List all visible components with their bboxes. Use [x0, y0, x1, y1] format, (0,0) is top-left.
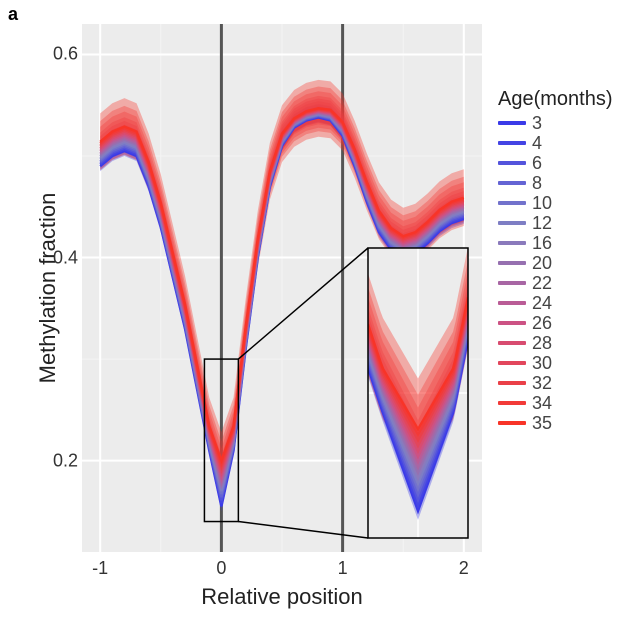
legend-label: 8	[532, 173, 542, 194]
legend-label: 35	[532, 413, 552, 434]
legend-swatch	[498, 181, 526, 185]
legend-title: Age(months)	[498, 88, 623, 111]
legend-label: 32	[532, 373, 552, 394]
x-tick: 2	[459, 558, 469, 579]
legend-label: 22	[532, 273, 552, 294]
legend-item: 8	[498, 173, 623, 193]
legend-label: 28	[532, 333, 552, 354]
legend-item: 16	[498, 233, 623, 253]
main-plot-panel	[82, 24, 482, 552]
legend-item: 28	[498, 333, 623, 353]
x-axis: Relative position -1 0 1 2	[82, 552, 482, 612]
legend-item: 4	[498, 133, 623, 153]
legend-swatch	[498, 301, 526, 305]
x-axis-label: Relative position	[201, 584, 362, 610]
legend-label: 30	[532, 353, 552, 374]
y-tick: 0.4	[38, 247, 78, 268]
legend-swatch	[498, 381, 526, 385]
main-plot-svg	[82, 24, 482, 552]
y-axis: Methylation fraction 0.20.40.6	[40, 24, 82, 552]
legend-label: 10	[532, 193, 552, 214]
legend-label: 20	[532, 253, 552, 274]
legend-item: 20	[498, 253, 623, 273]
legend-swatch	[498, 321, 526, 325]
legend-item: 26	[498, 313, 623, 333]
legend-swatch	[498, 361, 526, 365]
legend-label: 16	[532, 233, 552, 254]
legend-label: 4	[532, 133, 542, 154]
legend-swatch	[498, 261, 526, 265]
legend-label: 26	[532, 313, 552, 334]
legend-label: 3	[532, 113, 542, 134]
legend-label: 34	[532, 393, 552, 414]
legend-label: 6	[532, 153, 542, 174]
legend-swatch	[498, 421, 526, 425]
legend-swatch	[498, 281, 526, 285]
x-tick: -1	[92, 558, 108, 579]
legend-swatch	[498, 221, 526, 225]
legend-label: 12	[532, 213, 552, 234]
legend-item: 12	[498, 213, 623, 233]
panel-label: a	[8, 4, 18, 25]
x-tick: 1	[338, 558, 348, 579]
legend-swatch	[498, 341, 526, 345]
legend-item: 32	[498, 373, 623, 393]
legend-item: 6	[498, 153, 623, 173]
y-tick: 0.6	[38, 44, 78, 65]
y-axis-label: Methylation fraction	[35, 193, 61, 384]
legend-swatch	[498, 121, 526, 125]
y-tick: 0.2	[38, 450, 78, 471]
legend-item: 10	[498, 193, 623, 213]
legend-item: 30	[498, 353, 623, 373]
legend-swatch	[498, 201, 526, 205]
legend-item: 3	[498, 113, 623, 133]
legend-swatch	[498, 161, 526, 165]
legend-item: 35	[498, 413, 623, 433]
legend: Age(months) 3468101216202224262830323435	[498, 88, 623, 433]
figure-container: a Methylation fraction 0.2 0.4 0.6 Relativ…	[0, 0, 627, 625]
legend-item: 22	[498, 273, 623, 293]
legend-label: 24	[532, 293, 552, 314]
legend-swatch	[498, 241, 526, 245]
x-tick: 0	[216, 558, 226, 579]
legend-swatch	[498, 401, 526, 405]
legend-item: 24	[498, 293, 623, 313]
legend-swatch	[498, 141, 526, 145]
legend-item: 34	[498, 393, 623, 413]
